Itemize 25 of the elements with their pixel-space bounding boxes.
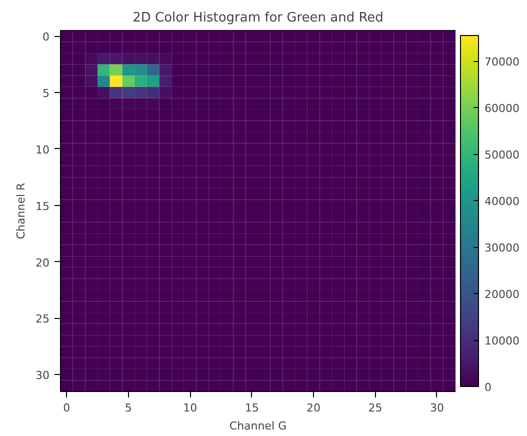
x-tick-label: 30 [430,402,444,414]
color-bar-label: 50000 [484,148,520,162]
x-tick-label: 0 [63,402,70,414]
color-bar-label: 40000 [484,195,520,208]
color-bar-label: 0 [484,381,492,394]
y-tick-label: 20 [36,256,50,270]
color-bar-label: 10000 [484,334,520,348]
x-tick-label: 25 [368,402,382,414]
color-bar-label: 30000 [484,242,520,255]
y-tick-label: 15 [36,200,50,213]
color-bar-label: 70000 [484,56,520,69]
color-bar-label: 60000 [484,102,520,116]
chart-title: 2D Color Histogram for Green and Red [132,10,384,26]
y-tick-label: 25 [36,312,50,326]
x-tick-label: 10 [183,402,198,414]
y-tick-label: 5 [42,87,50,100]
x-tick-label: 20 [306,402,321,414]
x-tick-label: 5 [124,402,132,414]
y-axis-title: Channel R [14,182,28,240]
y-tick-label: 30 [36,369,50,382]
color-bar-label: 20000 [484,288,520,302]
y-tick-label: 10 [36,143,50,156]
x-tick-label: 15 [244,402,259,414]
y-tick-label: 0 [42,30,50,44]
x-axis-title: Channel G [229,420,287,432]
